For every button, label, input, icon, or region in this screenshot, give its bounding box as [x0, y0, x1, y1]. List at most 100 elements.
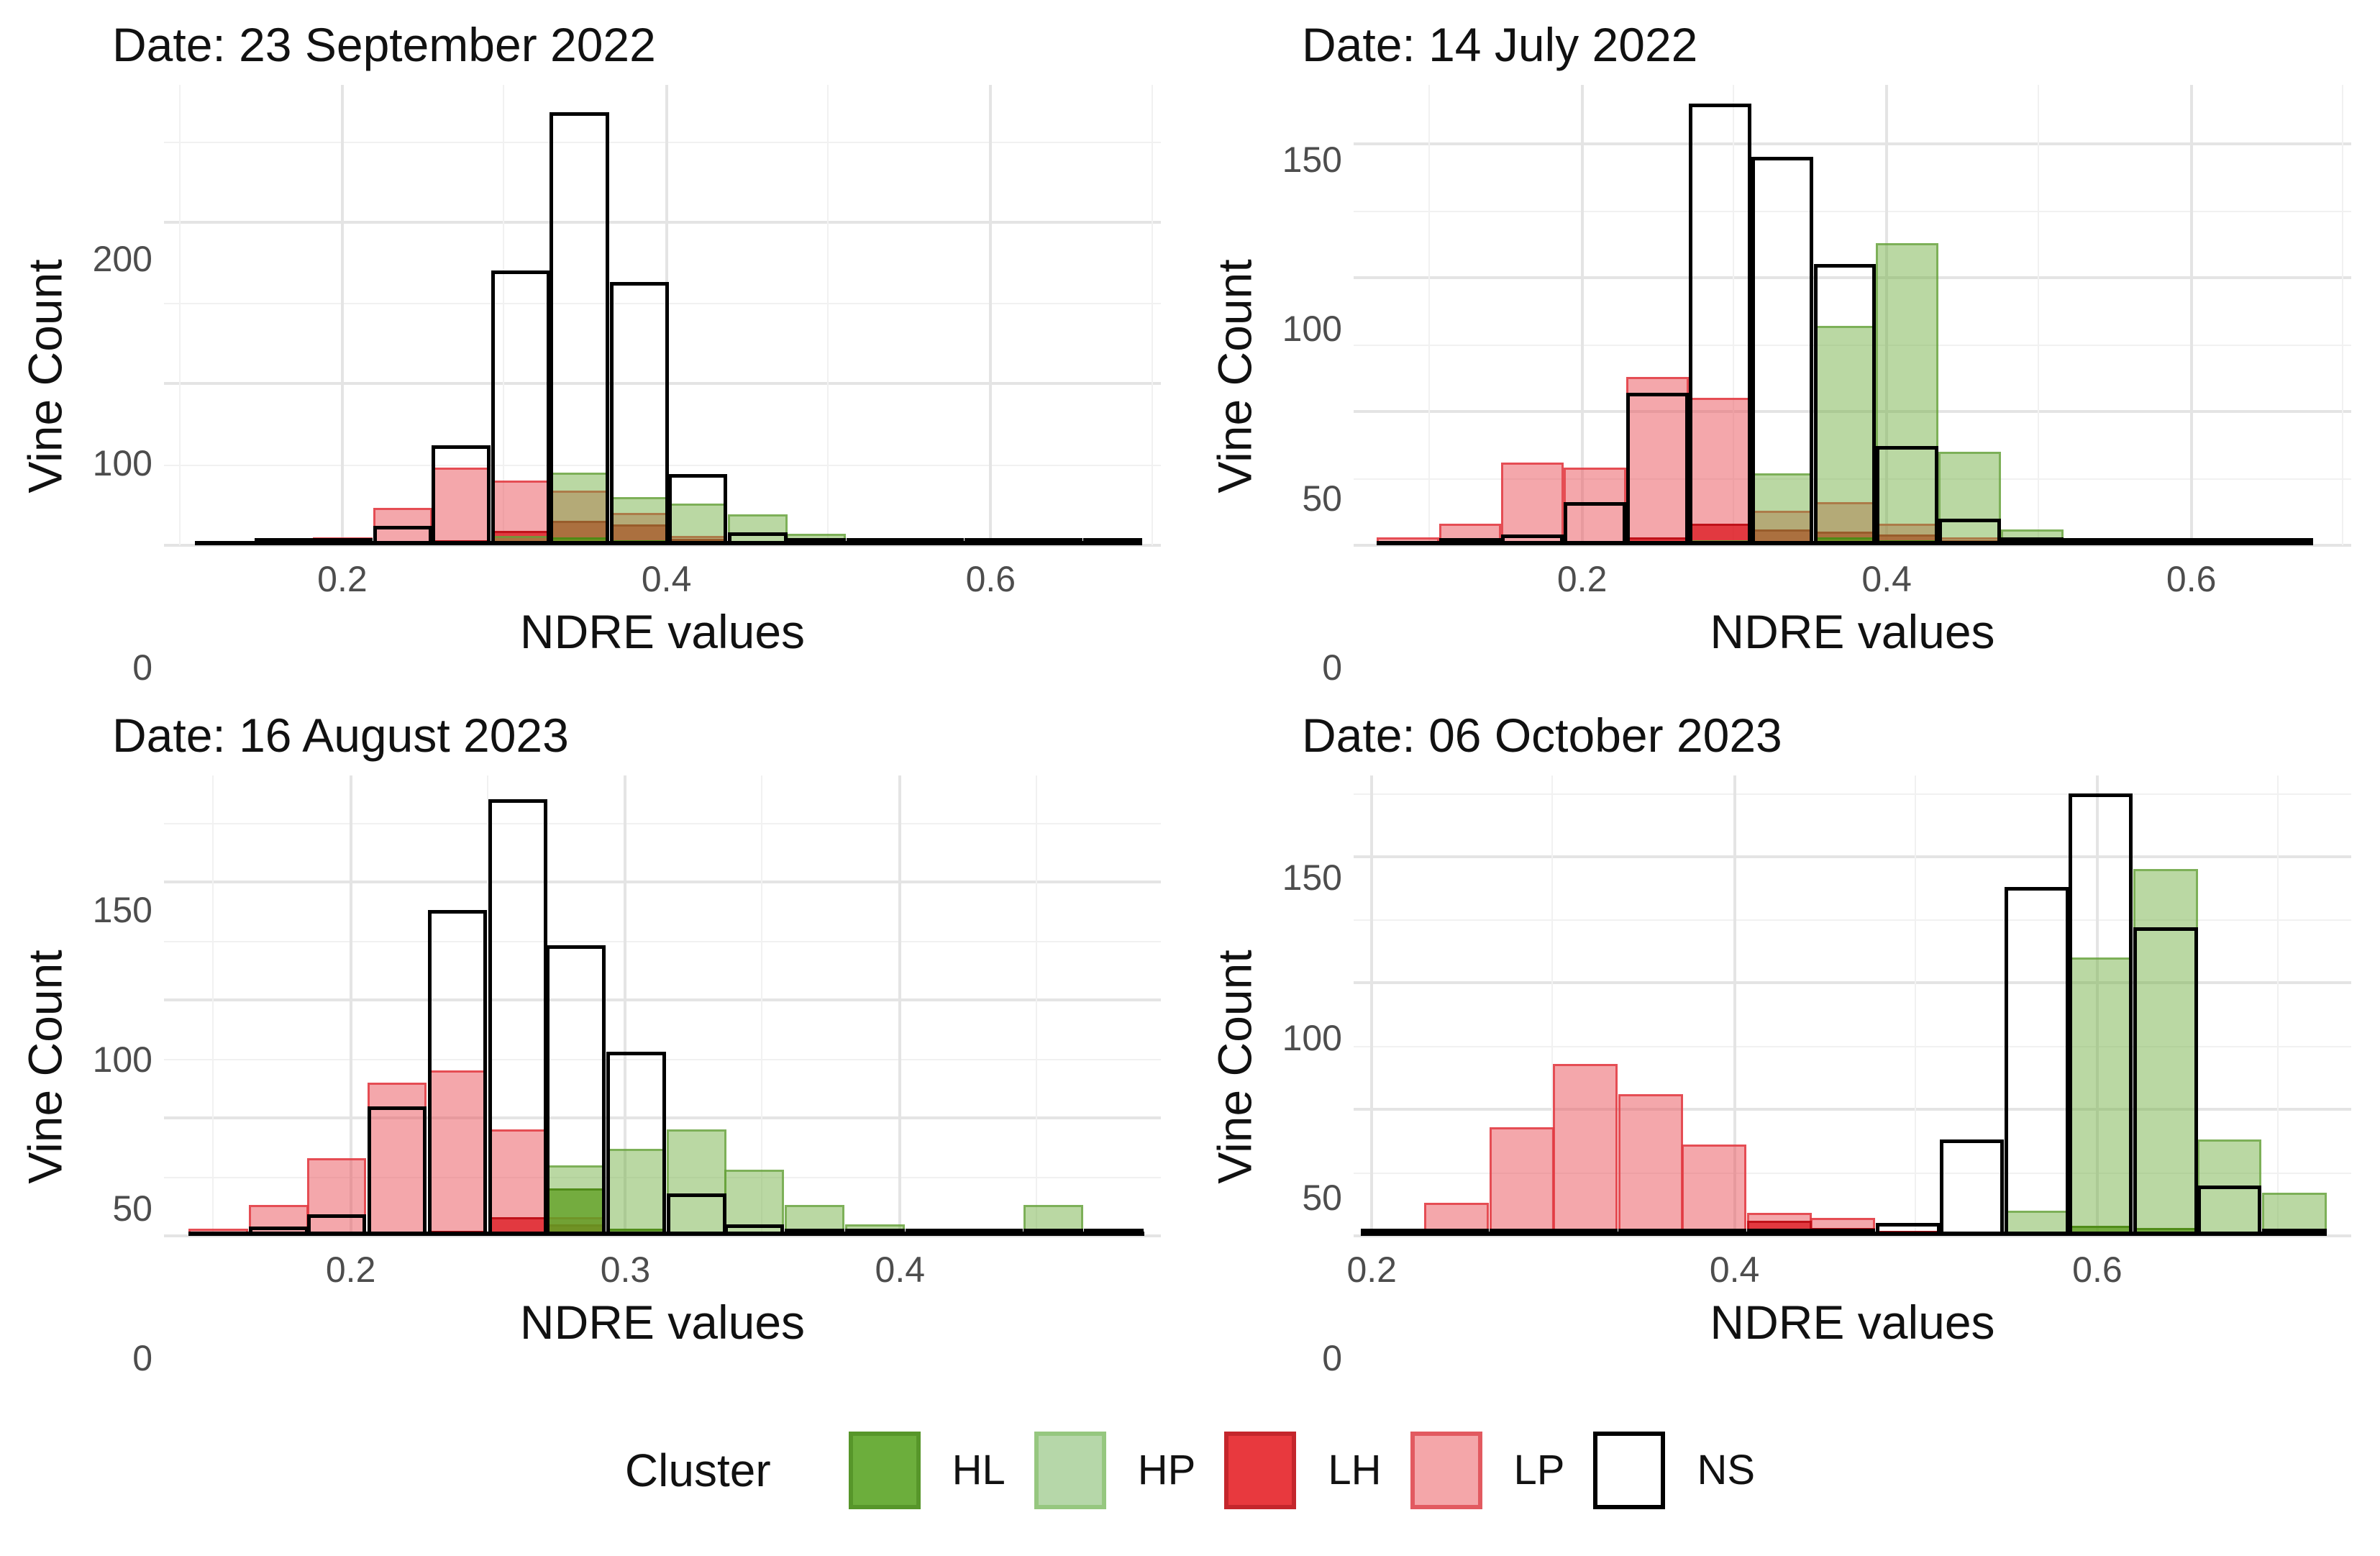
x-tick-label: 0.6 — [2166, 559, 2217, 599]
major-gridline-y — [164, 544, 1161, 547]
histogram-bar-ns — [2133, 927, 2198, 1236]
y-tick-label: 0 — [132, 1338, 152, 1378]
x-tick-label: 0.4 — [1709, 1250, 1760, 1290]
cluster-legend: Cluster HL HP LH LP NS — [0, 1403, 2380, 1556]
major-gridline-y — [1354, 981, 2351, 985]
y-tick-label: 100 — [1282, 1017, 1342, 1058]
minor-gridline-y — [164, 822, 1161, 824]
minor-gridline-x — [1914, 775, 1916, 1236]
major-gridline-y — [1354, 544, 2351, 547]
major-gridline-x — [624, 775, 627, 1236]
histogram-bar-ns — [1751, 157, 1814, 545]
histogram-bar-ns — [606, 1052, 666, 1236]
major-gridline-x — [989, 85, 993, 545]
y-tick-label: 200 — [92, 238, 152, 279]
y-axis-label: Vine Count — [19, 775, 72, 1358]
minor-gridline-y — [1354, 344, 2351, 346]
major-gridline-y — [164, 1234, 1161, 1237]
histogram-bar-ns — [367, 1106, 427, 1236]
x-axis-ticks: 0.2 0.4 0.6 — [1354, 545, 2351, 601]
histogram-bar-ns — [431, 445, 491, 545]
histogram-bar-hp — [606, 1148, 666, 1236]
minor-gridline-y — [1354, 919, 2351, 922]
panel-body: Vine Count 0 50 100 150 0.2 0.4 0.6 NDRE values — [1208, 775, 2351, 1378]
minor-gridline-x — [1036, 775, 1038, 1236]
y-axis-label: Vine Count — [1208, 85, 1262, 668]
legend-item-lp: LP — [1410, 1431, 1564, 1509]
histogram-bar-lp — [1618, 1094, 1683, 1236]
histogram-bar-ns — [2068, 793, 2133, 1236]
y-axis-label-text: Vine Count — [19, 950, 73, 1184]
y-axis-ticks: 0 50 100 150 — [72, 775, 164, 1378]
histogram-bar-ns — [1564, 502, 1627, 545]
histogram-panel: Date: 06 October 2023 Vine Count 0 50 100 150… — [1190, 691, 2380, 1403]
major-gridline-x — [1733, 775, 1736, 1236]
y-tick-label: 50 — [1302, 478, 1342, 519]
y-tick-label: 50 — [112, 1188, 152, 1229]
minor-gridline-y — [164, 141, 1161, 143]
minor-gridline-x — [1733, 85, 1735, 545]
major-gridline-y — [1354, 409, 2351, 413]
minor-gridline-y — [1354, 793, 2351, 795]
histogram-bar-ns — [550, 112, 609, 545]
y-tick-label: 100 — [92, 442, 152, 483]
x-axis-ticks: 0.2 0.4 0.6 — [1346, 1236, 2351, 1292]
major-gridline-y — [1354, 142, 2351, 145]
major-gridline-x — [1885, 85, 1889, 545]
histogram-bar-ns — [609, 281, 669, 545]
panel-body: Vine Count 0 50 100 150 0.2 0.3 0.4 NDRE values — [19, 775, 1161, 1378]
plot-area — [164, 85, 1161, 547]
panel-body: Vine Count 0 100 200 0.2 0.4 0.6 NDRE values — [19, 85, 1161, 688]
legend-swatch-lp-icon — [1410, 1431, 1482, 1509]
plot-column: 0.2 0.4 0.6 NDRE values — [1346, 775, 2351, 1358]
legend-item-hp: HP — [1034, 1431, 1195, 1509]
major-gridline-y — [1354, 1234, 2351, 1237]
x-tick-label: 0.2 — [325, 1250, 376, 1290]
histogram-bar-ns — [1688, 104, 1751, 545]
histogram-bar-ns — [1626, 392, 1689, 545]
x-tick-label: 0.6 — [965, 559, 1016, 599]
histogram-bar-ns — [666, 1193, 726, 1236]
panel-title: Date: 16 August 2023 — [112, 709, 569, 762]
major-gridline-x — [1580, 85, 1584, 545]
minor-gridline-x — [486, 775, 488, 1236]
minor-gridline-x — [2342, 85, 2344, 545]
minor-gridline-y — [1354, 478, 2351, 480]
histogram-panel: Date: 16 August 2023 Vine Count 0 50 100 150 0… — [0, 691, 1190, 1403]
histogram-panel: Date: 14 July 2022 Vine Count 0 50 100 150 0.2… — [1190, 0, 2380, 691]
y-tick-label: 0 — [1322, 647, 1342, 688]
major-gridline-x — [349, 775, 352, 1236]
panel-title: Date: 06 October 2023 — [1302, 709, 1782, 762]
y-axis-label-text: Vine Count — [1208, 950, 1262, 1184]
histogram-bar-hp — [1938, 451, 2001, 545]
major-gridline-y — [164, 382, 1161, 386]
major-gridline-x — [1370, 775, 1374, 1236]
histogram-bar-ns — [1813, 264, 1877, 545]
y-tick-label: 150 — [1282, 139, 1342, 180]
plot-area — [1354, 85, 2351, 547]
major-gridline-x — [2095, 775, 2099, 1236]
major-gridline-x — [340, 85, 344, 545]
major-gridline-y — [164, 220, 1161, 224]
plot-area — [164, 775, 1161, 1237]
y-tick-label: 100 — [1282, 309, 1342, 350]
minor-gridline-x — [178, 85, 181, 545]
plot-column: 0.2 0.4 0.6 NDRE values — [164, 85, 1161, 668]
y-axis-label-text: Vine Count — [19, 259, 73, 493]
histogram-bar-lp — [306, 1157, 367, 1236]
legend-swatch-hp-icon — [1034, 1431, 1106, 1509]
major-gridline-y — [1354, 855, 2351, 858]
histogram-bar-lp — [1682, 1145, 1746, 1236]
major-gridline-y — [164, 998, 1161, 1001]
histogram-bar-lp — [1501, 462, 1564, 545]
histogram-bar-ns — [491, 270, 551, 545]
y-tick-label: 0 — [1322, 1338, 1342, 1378]
y-tick-label: 50 — [1302, 1178, 1342, 1219]
minor-gridline-y — [164, 940, 1161, 942]
minor-gridline-x — [2277, 775, 2279, 1236]
legend-label: NS — [1697, 1447, 1756, 1493]
y-axis-label-text: Vine Count — [1208, 259, 1262, 493]
minor-gridline-x — [1428, 85, 1430, 545]
histogram-bar-ns — [2005, 886, 2069, 1236]
y-tick-label: 100 — [92, 1039, 152, 1080]
